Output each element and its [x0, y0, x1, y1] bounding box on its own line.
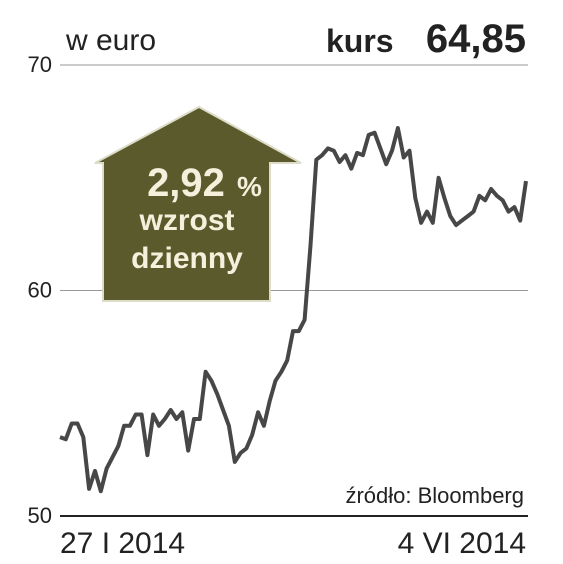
price-line: [59, 126, 528, 494]
x-tick-label: 4 VI 2014: [398, 527, 526, 560]
source: źródło: Bloomberg: [345, 483, 524, 508]
y-tick-label: 50: [28, 503, 52, 528]
unit-label: w euro: [65, 24, 156, 57]
price-label: kurs: [326, 23, 394, 59]
x-tick-label: 27 I 2014: [60, 527, 185, 560]
badge-arrow: [94, 105, 302, 302]
badge-value: 2,92: [147, 161, 225, 205]
y-tick-label: 70: [28, 52, 52, 77]
y-tick-label: 60: [28, 278, 52, 303]
badge-line1: wzrost: [138, 204, 234, 237]
badge-line2: dzienny: [131, 242, 243, 275]
price-value: 64,85: [426, 17, 526, 61]
badge-unit: %: [237, 171, 262, 202]
